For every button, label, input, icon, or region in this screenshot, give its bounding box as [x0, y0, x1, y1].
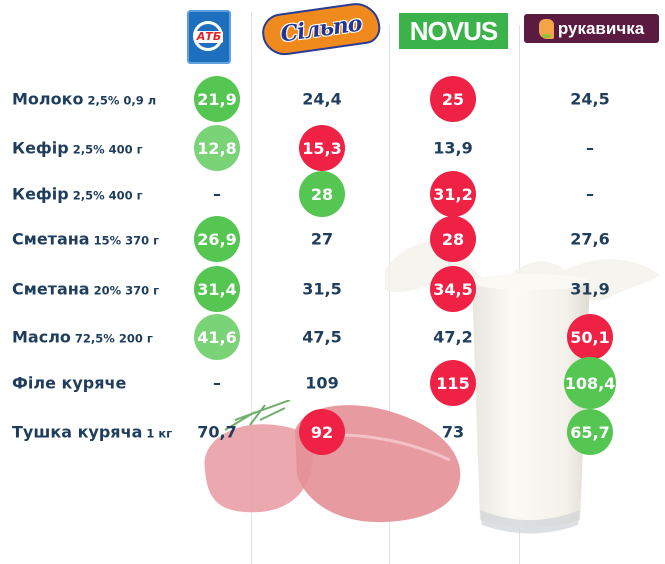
- price-cell-silpo: 27: [310, 229, 334, 249]
- price-cell-novus-highest: 31,2: [430, 171, 476, 217]
- store-logo-atb: АТБ: [187, 10, 231, 64]
- price-cell-silpo: 47,5: [302, 327, 342, 347]
- product-detail: 2,5% 400 г: [68, 142, 143, 157]
- product-detail: 2,5% 0,9 л: [83, 93, 157, 108]
- column-divider: [389, 25, 390, 564]
- price-cell-silpo-highest: 15,3: [299, 125, 345, 171]
- price-cell-novus: 73: [441, 422, 465, 442]
- price-cell-atb: –: [213, 184, 221, 204]
- product-name: Сметана: [12, 229, 90, 249]
- row-label: Тушка куряча 1 кг: [12, 423, 172, 442]
- product-detail: 1 кг: [142, 426, 173, 441]
- price-cell-novus-highest: 115: [430, 360, 476, 406]
- novus-logo-text: NOVUS: [409, 15, 498, 46]
- price-cell-atb-lowest: 21,9: [194, 76, 240, 122]
- store-logo-rukavychka: рукавичка: [524, 14, 659, 43]
- row-label: Філе куряче: [12, 374, 126, 393]
- column-divider: [251, 12, 252, 564]
- row-label: Сметана 15% 370 г: [12, 230, 159, 249]
- store-logo-silpo: Сільпо: [259, 0, 383, 59]
- row-label: Кефір 2,5% 400 г: [12, 185, 143, 204]
- rukavychka-mitten-icon: [538, 18, 554, 39]
- price-cell-silpo-highest: 92: [299, 409, 345, 455]
- price-cell-rukavychka: 24,5: [570, 89, 610, 109]
- product-name: Масло: [12, 327, 71, 347]
- price-cell-silpo-lowest: 28: [299, 171, 345, 217]
- price-cell-rukavychka: –: [586, 184, 594, 204]
- price-cell-rukavychka-lowest: 65,7: [567, 409, 613, 455]
- atb-logo-text: АТБ: [194, 30, 224, 43]
- price-cell-atb-lowest: 31,4: [194, 266, 240, 312]
- price-cell-atb-lowest: 12,8: [194, 125, 240, 171]
- row-label: Масло 72,5% 200 г: [12, 328, 153, 347]
- price-cell-silpo: 109: [305, 373, 339, 393]
- price-cell-atb-lowest: 41,6: [194, 314, 240, 360]
- row-label: Сметана 20% 370 г: [12, 280, 159, 299]
- price-cell-rukavychka-highest: 50,1: [567, 314, 613, 360]
- silpo-logo-text: Сільпо: [279, 10, 363, 48]
- product-name: Молоко: [12, 89, 84, 109]
- product-name: Сметана: [12, 279, 90, 299]
- product-detail: 15% 370 г: [89, 233, 160, 248]
- price-cell-atb-lowest: 26,9: [194, 216, 240, 262]
- price-cell-novus-highest: 34,5: [430, 266, 476, 312]
- rukavychka-logo-text: рукавичка: [557, 18, 645, 38]
- price-cell-silpo: 24,4: [302, 89, 342, 109]
- product-detail: 2,5% 400 г: [68, 188, 143, 203]
- price-cell-novus-highest: 25: [430, 76, 476, 122]
- row-label: Молоко 2,5% 0,9 л: [12, 90, 156, 109]
- price-cell-atb: 70,7: [197, 422, 237, 442]
- product-name: Філе куряче: [12, 373, 127, 393]
- store-logo-novus: NOVUS: [399, 13, 508, 49]
- price-cell-novus-highest: 28: [430, 216, 476, 262]
- product-detail: 72,5% 200 г: [70, 331, 153, 346]
- product-detail: 20% 370 г: [89, 283, 160, 298]
- price-cell-atb: –: [213, 373, 221, 393]
- price-cell-novus: 47,2: [433, 327, 473, 347]
- price-cell-rukavychka: –: [586, 138, 594, 158]
- row-label: Кефір 2,5% 400 г: [12, 139, 143, 158]
- product-name: Тушка куряча: [12, 422, 143, 442]
- product-name: Кефір: [12, 184, 69, 204]
- price-cell-rukavychka-lowest: 108,4: [564, 357, 616, 409]
- price-cell-rukavychka: 31,9: [570, 279, 610, 299]
- product-name: Кефір: [12, 138, 69, 158]
- price-cell-rukavychka: 27,6: [570, 229, 610, 249]
- price-cell-silpo: 31,5: [302, 279, 342, 299]
- price-cell-novus: 13,9: [433, 138, 473, 158]
